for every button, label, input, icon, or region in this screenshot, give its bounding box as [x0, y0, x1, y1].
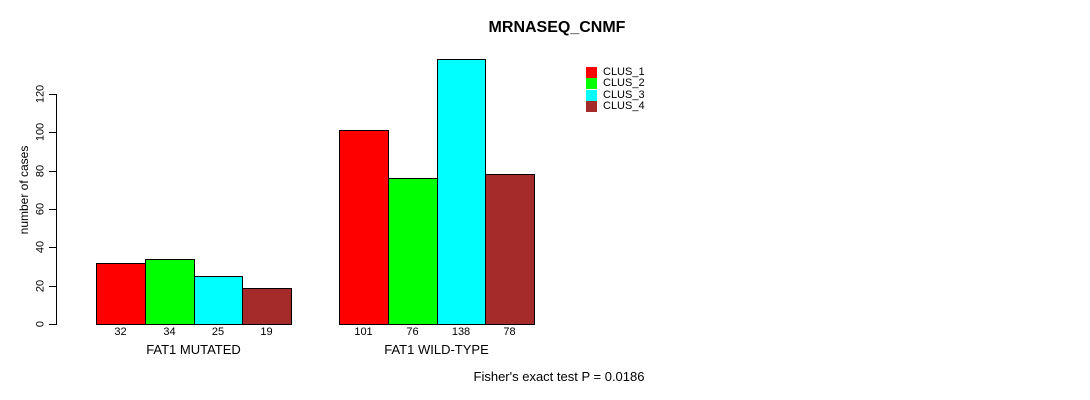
y-tick-mark — [49, 171, 57, 172]
legend-swatch-icon — [586, 67, 597, 78]
group-label: FAT1 MUTATED — [146, 342, 241, 357]
y-tick-mark — [49, 324, 57, 325]
bar-clus_4-group1 — [242, 288, 292, 325]
legend-label: CLUS_2 — [603, 77, 645, 89]
y-tick-label: 0 — [34, 320, 47, 328]
legend-label: CLUS_1 — [603, 66, 645, 78]
bar-clus_2-group1 — [145, 259, 195, 325]
bar-clus_4-group2 — [485, 174, 535, 325]
chart-title: MRNASEQ_CNMF — [488, 19, 626, 36]
y-tick-label: 40 — [34, 240, 47, 254]
bar-value-label: 25 — [211, 326, 225, 338]
bar-value-label: 78 — [503, 326, 516, 338]
bar-value-label: 138 — [451, 326, 471, 338]
legend-item-clus_1: CLUS_1 — [586, 67, 645, 78]
stat-annotation: Fisher's exact test P = 0.0186 — [473, 369, 645, 384]
y-tick-mark — [49, 209, 57, 210]
y-tick-mark — [49, 286, 57, 287]
legend-item-clus_3: CLUS_3 — [586, 90, 645, 101]
bar-value-label: 19 — [260, 326, 273, 338]
bar-value-label: 32 — [114, 326, 127, 338]
bar-value-label: 34 — [163, 326, 176, 338]
legend-label: CLUS_3 — [603, 89, 645, 101]
y-tick-label: 120 — [34, 84, 47, 104]
y-axis-label: number of cases — [17, 145, 31, 235]
bar-clus_1-group1 — [96, 263, 146, 325]
legend-item-clus_2: CLUS_2 — [586, 78, 645, 89]
bar-clus_3-group1 — [194, 276, 243, 325]
legend-swatch-icon — [586, 101, 597, 112]
y-tick-label: 60 — [34, 202, 47, 216]
group-label: FAT1 WILD-TYPE — [384, 342, 489, 357]
legend-item-clus_4: CLUS_4 — [586, 101, 645, 112]
bar-clus_3-group2 — [437, 59, 486, 325]
bar-value-label: 76 — [406, 326, 419, 338]
legend-swatch-icon — [586, 78, 597, 89]
bar-clus_1-group2 — [339, 130, 389, 325]
y-tick-mark — [49, 247, 57, 248]
legend-label: CLUS_4 — [603, 100, 645, 112]
bar-clus_2-group2 — [388, 178, 438, 325]
y-tick-label: 100 — [34, 122, 47, 142]
bar-value-label: 101 — [354, 326, 373, 338]
legend-swatch-icon — [586, 90, 597, 101]
y-tick-mark — [49, 132, 57, 133]
y-tick-label: 80 — [34, 164, 47, 178]
y-tick-mark — [49, 94, 57, 95]
y-tick-label: 20 — [34, 279, 47, 293]
